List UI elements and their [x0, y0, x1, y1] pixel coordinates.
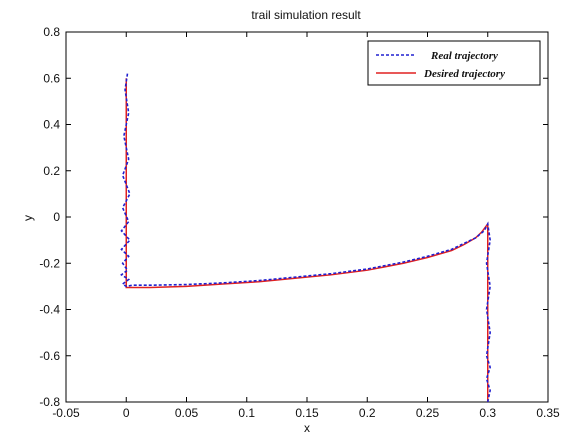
x-tick-label: 0.1 — [238, 406, 255, 420]
y-axis: -0.8 -0.6 -0.4 -0.2 0 0.2 0.4 0.6 0.8 — [39, 25, 548, 409]
x-tick-label: 0.15 — [295, 406, 319, 420]
y-tick-label: -0.6 — [39, 349, 60, 363]
y-tick-label: 0.6 — [43, 71, 60, 85]
plot-area — [65, 31, 549, 403]
x-tick-label: 0.2 — [359, 406, 376, 420]
y-tick-label: 0 — [53, 210, 60, 224]
x-tick-label: 0 — [123, 406, 130, 420]
x-tick-label: 0.35 — [536, 406, 560, 420]
legend: Real trajectory Desired trajectory — [367, 40, 541, 86]
y-tick-label: -0.2 — [39, 256, 60, 270]
legend-label-desired: Desired trajectory — [423, 68, 505, 80]
x-tick-label: 0.25 — [416, 406, 440, 420]
chart-title: trail simulation result — [251, 8, 361, 22]
x-axis-title: x — [304, 421, 310, 435]
series-line-real-trajectory — [120, 73, 491, 403]
y-tick-label: -0.4 — [39, 303, 60, 317]
x-tick-label: 0.05 — [175, 406, 199, 420]
y-tick-label: 0.2 — [43, 164, 60, 178]
legend-box — [367, 40, 541, 86]
y-tick-label: 0.8 — [43, 25, 60, 39]
series-layer — [120, 73, 491, 403]
y-tick-label: -0.8 — [39, 395, 60, 409]
y-axis-title: y — [21, 215, 35, 221]
x-axis: -0.05 0 0.05 0.1 0.15 0.2 0.25 0.3 0.35 — [52, 32, 560, 420]
x-tick-label: 0.3 — [479, 406, 496, 420]
x-tick-label: -0.05 — [52, 406, 80, 420]
legend-label-real: Real trajectory — [430, 50, 498, 62]
y-tick-label: 0.4 — [43, 118, 60, 132]
